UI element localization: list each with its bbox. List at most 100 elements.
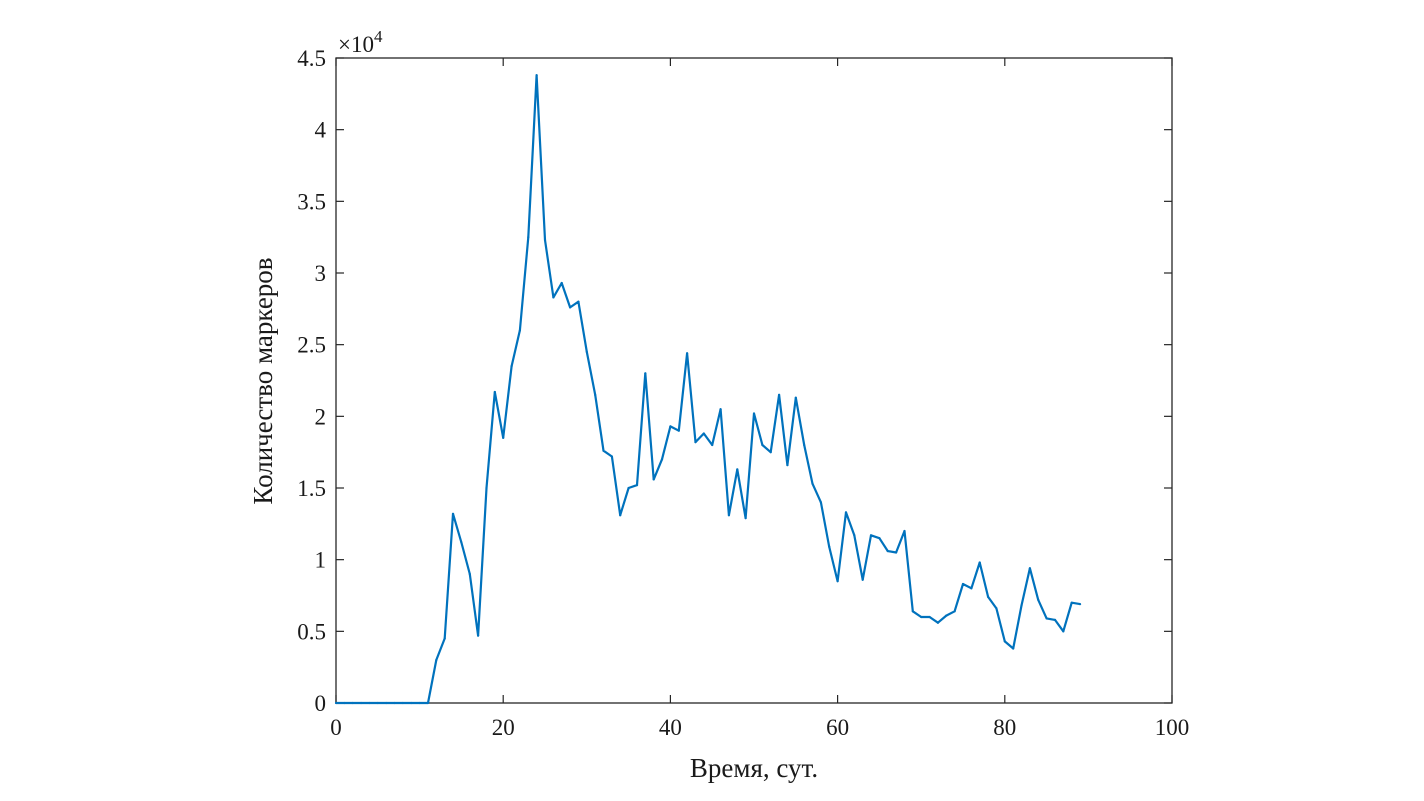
data-point xyxy=(502,436,505,439)
data-point xyxy=(602,449,605,452)
data-point xyxy=(978,561,981,564)
data-point xyxy=(443,637,446,640)
data-point xyxy=(451,512,455,515)
data-point xyxy=(786,463,789,467)
data-point xyxy=(928,615,931,619)
data-point xyxy=(794,396,797,399)
data-point xyxy=(945,614,948,617)
x-axis-ticks: 0 20 40 60 80 100 xyxy=(330,58,1189,740)
data-point xyxy=(477,634,480,637)
data-point xyxy=(819,501,822,504)
x-tick-label: 20 xyxy=(492,715,515,740)
data-point xyxy=(376,701,379,705)
data-point xyxy=(435,658,438,662)
data-point xyxy=(644,372,647,375)
data-point xyxy=(853,534,856,537)
y-tick-label: 3.5 xyxy=(297,189,326,214)
data-point xyxy=(1078,603,1082,606)
data-point xyxy=(543,238,547,242)
data-point xyxy=(660,458,664,461)
data-point xyxy=(719,408,722,411)
plot-area xyxy=(335,57,1173,704)
data-point xyxy=(351,701,354,705)
data-point xyxy=(627,486,630,490)
data-point xyxy=(953,610,956,613)
y-multiplier-base: ×10 xyxy=(338,32,374,57)
y-multiplier-exponent: 4 xyxy=(374,27,383,46)
data-point xyxy=(961,582,965,586)
data-point xyxy=(1028,567,1031,570)
x-axis-title: Время, сут. xyxy=(690,753,818,783)
data-point xyxy=(401,701,404,705)
data-point xyxy=(577,300,580,303)
data-point xyxy=(510,365,513,368)
data-point xyxy=(635,484,639,487)
data-point xyxy=(359,701,363,705)
y-tick-label: 4.5 xyxy=(297,46,326,71)
data-point xyxy=(619,514,622,517)
data-point xyxy=(393,701,396,705)
data-point xyxy=(1070,601,1073,604)
data-point xyxy=(1020,604,1023,607)
y-tick-label: 0 xyxy=(315,691,327,716)
y-multiplier-label: ×104 xyxy=(338,27,383,57)
data-point xyxy=(468,572,471,576)
data-point xyxy=(1045,617,1048,620)
data-point xyxy=(711,443,714,447)
y-axis-title: Количество маркеров xyxy=(248,257,278,504)
data-point xyxy=(777,393,781,396)
data-point xyxy=(1062,630,1065,633)
data-point xyxy=(878,537,881,540)
x-tick-label: 0 xyxy=(330,715,342,740)
data-point xyxy=(594,393,597,396)
x-tick-label: 100 xyxy=(1155,715,1190,740)
data-point xyxy=(895,551,898,554)
data-point xyxy=(744,517,747,520)
x-tick-label: 40 xyxy=(659,715,682,740)
x-tick-label: 60 xyxy=(826,715,849,740)
data-point xyxy=(844,511,848,514)
data-point xyxy=(920,615,923,619)
data-point xyxy=(886,549,889,553)
data-point xyxy=(803,443,806,447)
data-point xyxy=(568,306,572,309)
y-tick-label: 1 xyxy=(315,548,327,573)
data-point xyxy=(911,610,914,613)
data-point xyxy=(811,482,814,485)
data-point xyxy=(694,441,697,444)
data-point xyxy=(1037,598,1040,601)
data-point xyxy=(677,429,680,432)
data-point xyxy=(836,580,839,583)
data-point xyxy=(903,529,906,533)
data-point xyxy=(669,425,672,428)
y-tick-label: 0.5 xyxy=(297,619,326,644)
data-point xyxy=(869,534,873,537)
data-point xyxy=(334,701,338,705)
data-point xyxy=(828,545,831,548)
data-point xyxy=(527,236,530,239)
data-point xyxy=(752,412,756,415)
data-point xyxy=(1003,640,1006,643)
data-point xyxy=(736,468,739,471)
data-point xyxy=(410,701,413,705)
series-layer xyxy=(334,74,1082,705)
data-point xyxy=(686,352,689,355)
data-point xyxy=(552,296,555,299)
data-point xyxy=(343,701,346,705)
series-line xyxy=(336,74,1081,705)
data-point xyxy=(761,443,764,447)
data-point xyxy=(460,541,463,544)
data-point xyxy=(493,390,496,394)
data-point xyxy=(986,595,990,599)
data-point xyxy=(702,432,705,435)
data-point xyxy=(485,486,488,490)
data-point xyxy=(610,455,613,458)
y-tick-label: 1.5 xyxy=(297,476,326,501)
data-point xyxy=(727,514,731,517)
data-point xyxy=(385,701,388,705)
data-point xyxy=(861,578,864,581)
data-point xyxy=(936,621,940,624)
y-tick-label: 3 xyxy=(315,261,327,286)
data-point xyxy=(418,701,421,705)
